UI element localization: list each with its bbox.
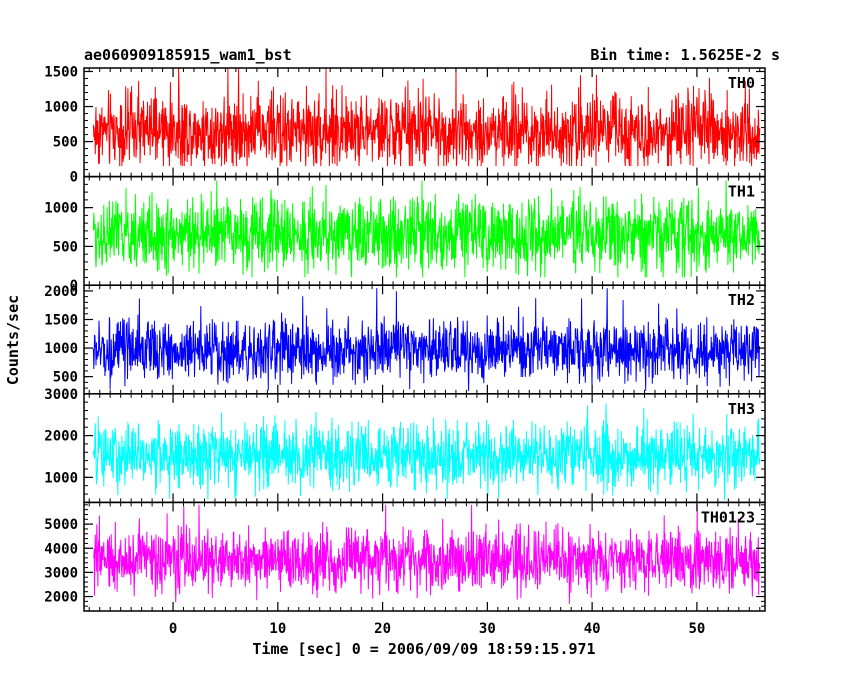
panel-label-th1: TH1: [728, 183, 755, 201]
y-tick-label: 2000: [44, 284, 78, 300]
y-tick-label: 4000: [44, 541, 78, 557]
y-tick-label: 1000: [44, 100, 78, 116]
panel-label-th0: TH0: [728, 74, 755, 92]
x-tick-label: 20: [374, 621, 391, 637]
series-th0-line: [92, 68, 761, 167]
panel-label-th2: TH2: [728, 291, 755, 309]
y-tick-label: 1000: [44, 201, 78, 217]
panel-label-th0123: TH0123: [701, 508, 755, 526]
series-th1-line: [92, 180, 761, 278]
y-tick-label: 2000: [44, 429, 78, 445]
y-tick-label: 3000: [44, 387, 78, 403]
y-tick-label: 0: [70, 170, 78, 186]
x-axis-label: Time [sec] 0 = 2006/09/09 18:59:15.971: [252, 640, 595, 658]
x-tick-label: 0: [169, 621, 177, 637]
y-tick-label: 2000: [44, 590, 78, 606]
x-tick-label: 10: [269, 621, 286, 637]
y-tick-label: 500: [53, 239, 78, 255]
y-axis-label: Counts/sec: [4, 295, 22, 385]
series-th0123-line: [92, 504, 761, 604]
x-tick-label: 40: [584, 621, 601, 637]
series-th3-line: [92, 403, 761, 501]
y-tick-label: 1500: [44, 312, 78, 328]
y-tick-label: 500: [53, 135, 78, 151]
y-tick-label: 1500: [44, 65, 78, 81]
panels-group: 050010001500TH005001000TH150010001500200…: [44, 65, 766, 637]
y-tick-label: 500: [53, 370, 78, 386]
y-tick-label: 1000: [44, 341, 78, 357]
figure-title-right: Bin time: 1.5625E-2 s: [590, 46, 780, 64]
y-tick-label: 5000: [44, 517, 78, 533]
x-tick-label: 30: [479, 621, 496, 637]
y-tick-label: 1000: [44, 470, 78, 486]
y-tick-label: 3000: [44, 565, 78, 581]
y-tick-label: 0: [70, 278, 78, 294]
figure-title-left: ae060909185915_wam1_bst: [84, 46, 292, 64]
series-th2-line: [92, 288, 761, 391]
panel-label-th3: TH3: [728, 400, 755, 418]
x-tick-label: 50: [688, 621, 705, 637]
